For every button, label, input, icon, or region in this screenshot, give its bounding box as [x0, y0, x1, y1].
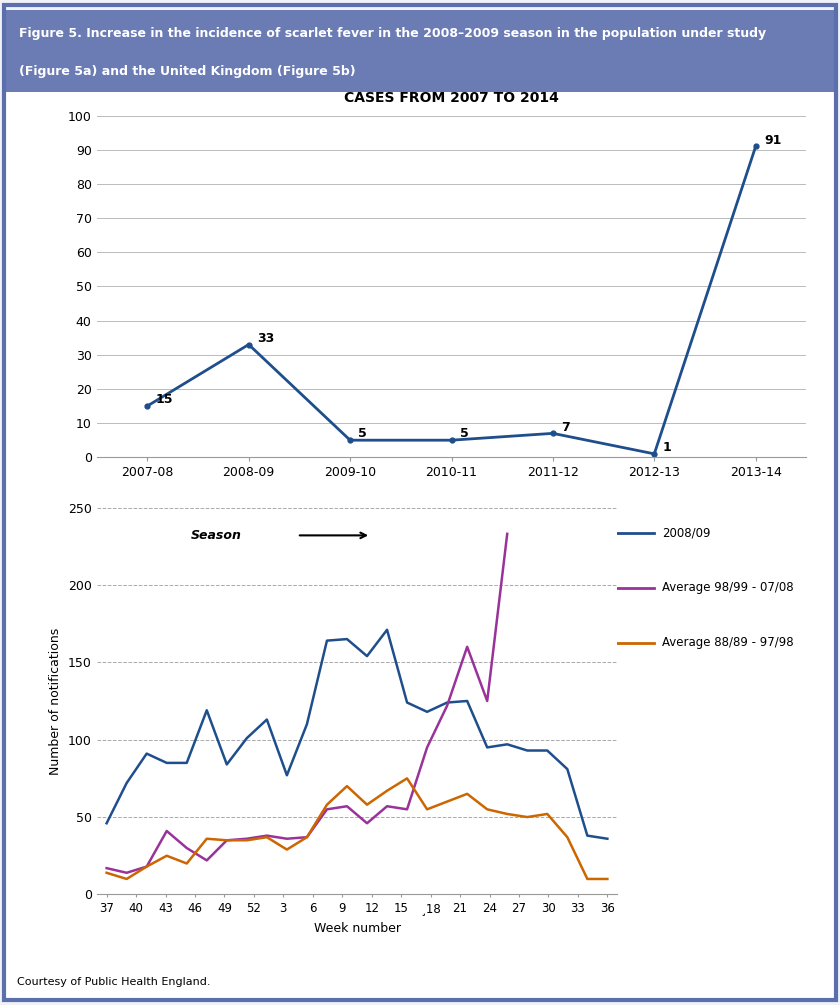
- Average 88/89 - 97/98: [382, 785, 392, 797]
- Average 88/89 - 97/98: [122, 873, 132, 885]
- Average 88/89 - 97/98: [282, 843, 292, 855]
- Average 88/89 - 97/98: [362, 799, 372, 811]
- 2008/09: [161, 757, 171, 769]
- Average 88/89 - 97/98: [482, 803, 492, 815]
- 2008/09: [602, 833, 612, 845]
- Text: Courtesy of Public Health England.: Courtesy of Public Health England.: [17, 977, 210, 987]
- Average 98/99 - 07/08: [181, 842, 192, 854]
- 2008/09: [181, 757, 192, 769]
- Average 88/89 - 97/98: [102, 866, 112, 878]
- Average 98/99 - 07/08: [242, 833, 252, 845]
- Average 98/99 - 07/08: [222, 834, 232, 846]
- 2008/09: [142, 748, 152, 760]
- Average 98/99 - 07/08: [342, 800, 352, 812]
- 2008/09: [322, 634, 332, 646]
- 2008/09: [582, 829, 592, 841]
- 2008/09: [282, 769, 292, 781]
- Average 98/99 - 07/08: [202, 854, 212, 866]
- Text: 15: 15: [155, 393, 173, 406]
- Average 88/89 - 97/98: [602, 873, 612, 885]
- Average 88/89 - 97/98: [402, 772, 412, 784]
- Text: Figure 5. Increase in the incidence of scarlet fever in the 2008–2009 season in : Figure 5. Increase in the incidence of s…: [19, 26, 766, 39]
- Text: (Figure 5a) and the United Kingdom (Figure 5b): (Figure 5a) and the United Kingdom (Figu…: [19, 65, 356, 78]
- 2008/09: [262, 714, 272, 726]
- Average 98/99 - 07/08: [402, 803, 412, 815]
- Average 98/99 - 07/08: [322, 803, 332, 815]
- Average 88/89 - 97/98: [522, 811, 533, 823]
- 2008/09: [202, 705, 212, 717]
- Text: 2008/09: 2008/09: [662, 527, 711, 540]
- X-axis label: Week number: Week number: [313, 922, 401, 935]
- Average 88/89 - 97/98: [422, 803, 432, 815]
- Average 98/99 - 07/08: [482, 695, 492, 708]
- Text: Average 98/99 - 07/08: Average 98/99 - 07/08: [662, 582, 793, 594]
- 2008/09: [522, 745, 533, 757]
- Average 88/89 - 97/98: [462, 788, 472, 800]
- Average 98/99 - 07/08: [422, 742, 432, 754]
- Average 98/99 - 07/08: [161, 825, 171, 837]
- Average 98/99 - 07/08: [502, 528, 512, 540]
- Average 88/89 - 97/98: [242, 834, 252, 846]
- Average 98/99 - 07/08: [382, 800, 392, 812]
- Average 88/89 - 97/98: [302, 831, 312, 843]
- Text: Season: Season: [191, 529, 242, 542]
- 2008/09: [502, 739, 512, 751]
- 2008/09: [242, 732, 252, 744]
- Average 88/89 - 97/98: [262, 831, 272, 843]
- Average 88/89 - 97/98: [161, 850, 171, 862]
- 2008/09: [382, 624, 392, 636]
- 2008/09: [362, 650, 372, 662]
- Average 98/99 - 07/08: [302, 831, 312, 843]
- 2008/09: [543, 745, 553, 757]
- Average 98/99 - 07/08: [142, 860, 152, 872]
- 2008/09: [422, 706, 432, 718]
- Average 98/99 - 07/08: [362, 817, 372, 829]
- Average 88/89 - 97/98: [202, 833, 212, 845]
- Text: 5: 5: [459, 427, 469, 440]
- 2008/09: [482, 742, 492, 754]
- Average 88/89 - 97/98: [222, 834, 232, 846]
- Text: 91: 91: [764, 134, 781, 147]
- Average 98/99 - 07/08: [282, 833, 292, 845]
- Average 88/89 - 97/98: [562, 831, 572, 843]
- Average 88/89 - 97/98: [181, 857, 192, 869]
- Average 98/99 - 07/08: [442, 699, 452, 712]
- Average 88/89 - 97/98: [142, 860, 152, 872]
- 2008/09: [302, 719, 312, 731]
- Title: CASES FROM 2007 TO 2014: CASES FROM 2007 TO 2014: [344, 90, 559, 105]
- Average 98/99 - 07/08: [462, 641, 472, 653]
- 2008/09: [442, 696, 452, 709]
- Average 88/89 - 97/98: [502, 808, 512, 820]
- Text: 5: 5: [359, 427, 367, 440]
- Average 88/89 - 97/98: [322, 799, 332, 811]
- Y-axis label: Number of notifications: Number of notifications: [50, 627, 62, 775]
- Text: 1: 1: [663, 441, 671, 454]
- Average 88/89 - 97/98: [342, 780, 352, 792]
- Line: 2008/09: 2008/09: [107, 630, 607, 839]
- 2008/09: [342, 633, 352, 645]
- 2008/09: [122, 777, 132, 789]
- 2008/09: [222, 759, 232, 771]
- Average 98/99 - 07/08: [102, 862, 112, 874]
- Text: 7: 7: [561, 420, 570, 433]
- 2008/09: [462, 695, 472, 708]
- Average 88/89 - 97/98: [582, 873, 592, 885]
- Line: Average 98/99 - 07/08: Average 98/99 - 07/08: [107, 534, 507, 872]
- Text: Average 88/89 - 97/98: Average 88/89 - 97/98: [662, 636, 793, 649]
- Average 88/89 - 97/98: [442, 796, 452, 808]
- Line: Average 88/89 - 97/98: Average 88/89 - 97/98: [107, 778, 607, 879]
- Average 98/99 - 07/08: [262, 829, 272, 841]
- 2008/09: [102, 817, 112, 829]
- Text: 33: 33: [257, 332, 275, 345]
- 2008/09: [562, 763, 572, 775]
- Average 88/89 - 97/98: [543, 808, 553, 820]
- Average 98/99 - 07/08: [122, 866, 132, 878]
- 2008/09: [402, 696, 412, 709]
